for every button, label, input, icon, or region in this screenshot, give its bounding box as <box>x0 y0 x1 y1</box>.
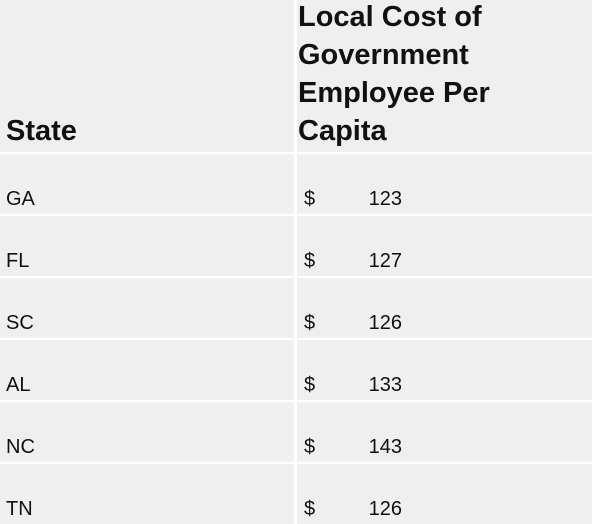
currency-symbol: $ <box>304 374 316 396</box>
header-cell: State <box>0 0 294 152</box>
cost-value: 126 <box>368 498 402 520</box>
state-cell: TN <box>0 464 294 524</box>
cost-cell: $143 <box>297 402 592 462</box>
cost-cell: $126 <box>297 278 592 338</box>
cost-value: 143 <box>368 436 402 458</box>
header-text: State <box>6 115 77 147</box>
header-cell: Local Cost of Government Employee Per Ca… <box>297 0 592 152</box>
cost-cell: $126 <box>297 464 592 524</box>
cost-value: 127 <box>368 250 402 272</box>
currency-symbol: $ <box>304 498 316 520</box>
state-text: TN <box>6 498 33 520</box>
state-text: NC <box>6 436 35 458</box>
cost-value: 123 <box>368 188 402 210</box>
cost-cell: $123 <box>297 154 592 214</box>
currency-symbol: $ <box>304 188 316 210</box>
currency-symbol: $ <box>304 436 316 458</box>
state-text: FL <box>6 250 30 272</box>
state-text: GA <box>6 188 35 210</box>
state-cell: SC <box>0 278 294 338</box>
state-cell: NC <box>0 402 294 462</box>
cost-cell: $127 <box>297 216 592 276</box>
cost-value: 133 <box>368 374 402 396</box>
state-cell: FL <box>0 216 294 276</box>
state-text: AL <box>6 374 31 396</box>
header-text: Local Cost of Government Employee Per Ca… <box>298 1 490 147</box>
cost-cell: $133 <box>297 340 592 400</box>
state-cell: GA <box>0 154 294 214</box>
cost-value: 126 <box>368 312 402 334</box>
currency-symbol: $ <box>304 250 316 272</box>
currency-symbol: $ <box>304 312 316 334</box>
state-cell: AL <box>0 340 294 400</box>
state-text: SC <box>6 312 34 334</box>
